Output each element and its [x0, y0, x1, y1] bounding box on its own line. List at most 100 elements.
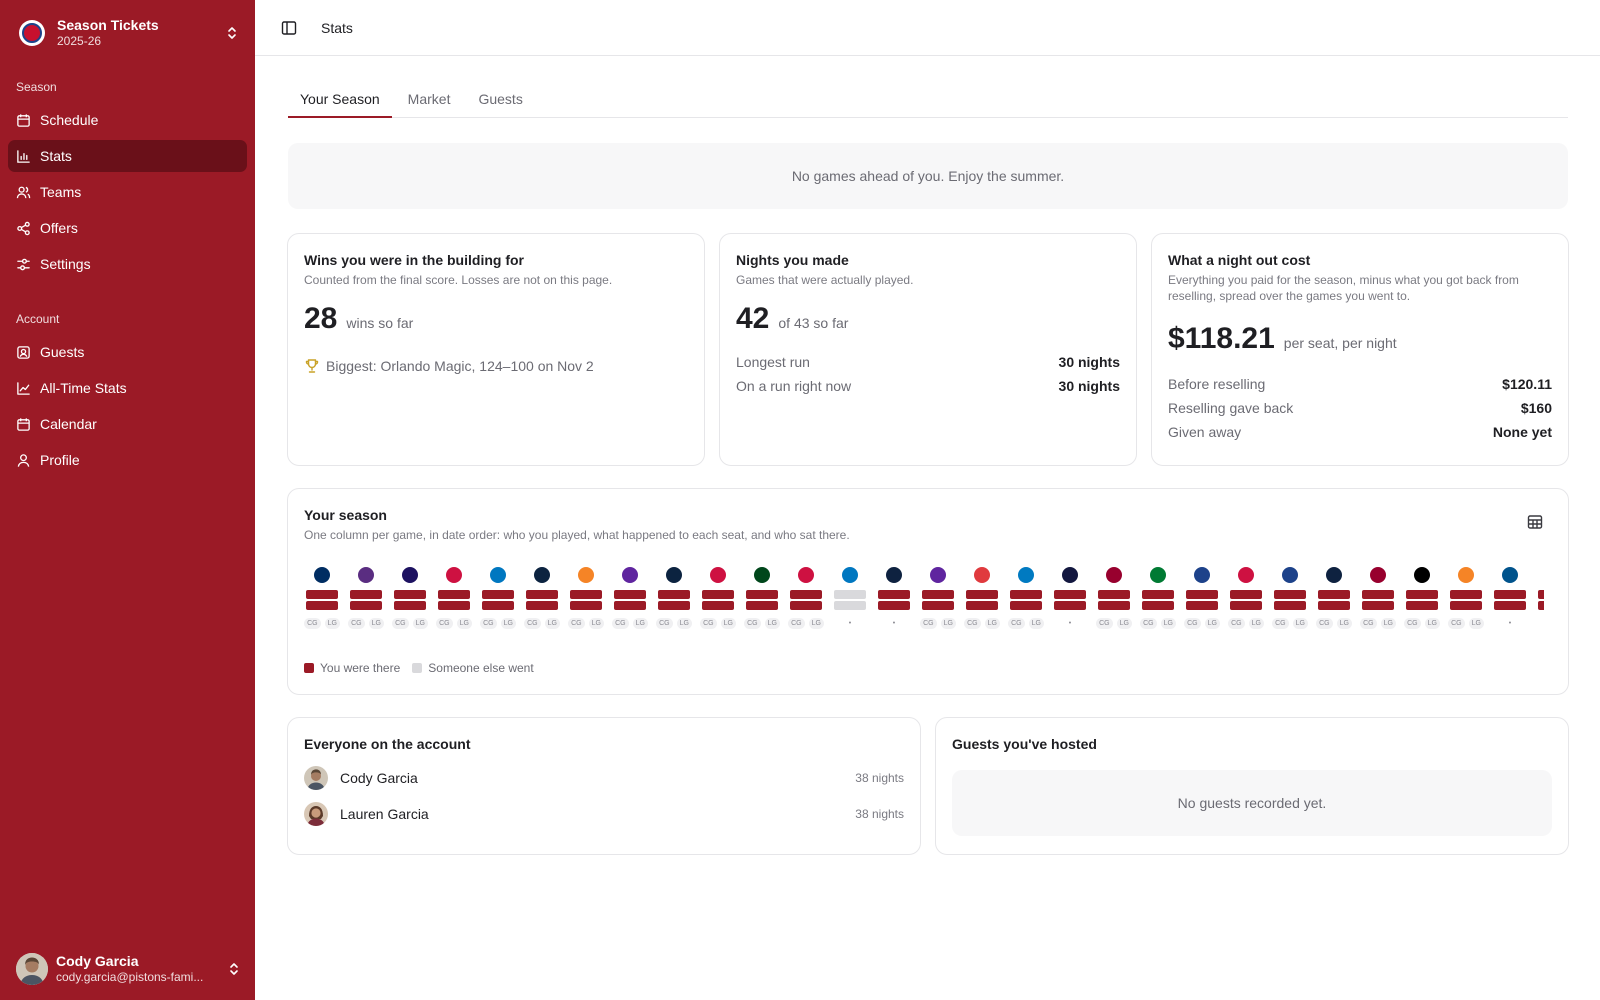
user-menu[interactable]: Cody Garcia cody.garcia@pistons-fami... [16, 952, 244, 986]
game-column[interactable]: CG LG [1316, 567, 1352, 629]
tab-market[interactable]: Market [407, 91, 451, 107]
seat-holder-tag: CG [1184, 618, 1201, 629]
game-column[interactable]: CG LG [656, 567, 692, 629]
seat-block [570, 601, 602, 610]
nights-count: 42 [736, 302, 770, 335]
sidebar-item-stats[interactable]: Stats [8, 140, 247, 172]
guests-hosted-card: Guests you've hosted No guests recorded … [935, 717, 1569, 855]
seat-block [922, 590, 954, 599]
game-column[interactable]: CG LG [1404, 567, 1440, 629]
sidebar-item-calendar[interactable]: Calendar [8, 408, 247, 440]
game-column[interactable]: • [1492, 567, 1528, 629]
game-column[interactable]: CG LG [788, 567, 824, 629]
stat-row: Longest run 30 nights [736, 350, 1120, 374]
game-column[interactable]: CG LG [392, 567, 428, 629]
sidebar-item-label: Settings [40, 256, 91, 272]
sidebar-item-profile[interactable]: Profile [8, 444, 247, 476]
game-column[interactable]: CG LG [964, 567, 1000, 629]
season-switcher[interactable]: Season Tickets 2025-26 [14, 14, 242, 52]
seat-holder-tag: LG [632, 618, 648, 629]
stat-label: Given away [1168, 424, 1242, 440]
game-column[interactable]: CG LG [744, 567, 780, 629]
person-nights: 38 nights [855, 771, 904, 785]
seat-block [1494, 590, 1526, 599]
sidebar-item-guests[interactable]: Guests [8, 336, 247, 368]
game-column[interactable]: CG LG [1096, 567, 1132, 629]
stat-label: Reselling gave back [1168, 400, 1294, 416]
seat-block [394, 590, 426, 599]
sidebar-item-offers[interactable]: Offers [8, 212, 247, 244]
sidebar-item-teams[interactable]: Teams [8, 176, 247, 208]
seat-holder-tag: CG [304, 618, 321, 629]
game-column[interactable]: CG LG [1360, 567, 1396, 629]
seat-block [878, 590, 910, 599]
section-label-season: Season [16, 80, 57, 94]
seat-block [1010, 601, 1042, 610]
sidebar-item-settings[interactable]: Settings [8, 248, 247, 280]
team-logo-icon [1282, 567, 1298, 583]
person-name: Lauren Garcia [340, 806, 429, 822]
game-column[interactable]: • [1052, 567, 1088, 629]
sidebar-toggle-button[interactable] [275, 14, 303, 42]
game-column[interactable]: • [832, 567, 868, 629]
sidebar-item-schedule[interactable]: Schedule [8, 104, 247, 136]
game-column[interactable]: CG LG [1140, 567, 1176, 629]
tab-your-season[interactable]: Your Season [288, 84, 392, 118]
team-logo-icon [1194, 567, 1210, 583]
seat-block [1538, 590, 1544, 599]
game-column[interactable]: CG LG [920, 567, 956, 629]
seat-holder-tag: CG [744, 618, 761, 629]
seat-holder-tag: CG [1404, 618, 1421, 629]
game-column[interactable]: CG LG [524, 567, 560, 629]
game-column[interactable]: CG LG [348, 567, 384, 629]
seat-block [746, 590, 778, 599]
game-column[interactable]: CG LG [612, 567, 648, 629]
seat-block [1406, 601, 1438, 610]
team-logo-icon [578, 567, 594, 583]
game-column[interactable]: CG LG [1272, 567, 1308, 629]
person-name: Cody Garcia [340, 770, 418, 786]
game-column[interactable]: CG LG [568, 567, 604, 629]
table-icon [1527, 515, 1543, 529]
game-column[interactable]: CG LG [436, 567, 472, 629]
seat-block [790, 601, 822, 610]
seat-block [1406, 590, 1438, 599]
sidebar-item-label: Guests [40, 344, 85, 360]
game-column[interactable]: CG LG [1448, 567, 1484, 629]
game-column[interactable]: CG LG [700, 567, 736, 629]
seat-block [1142, 590, 1174, 599]
game-column[interactable]: CG LG [1184, 567, 1220, 629]
team-logo-icon [1238, 567, 1254, 583]
game-column[interactable]: CG LG [1228, 567, 1264, 629]
tab-guests[interactable]: Guests [478, 91, 523, 107]
game-column[interactable]: CG LG [1008, 567, 1044, 629]
seat-block [1010, 590, 1042, 599]
person-row[interactable]: Cody Garcia 38 nights [304, 760, 904, 796]
card-title: Guests you've hosted [952, 736, 1097, 752]
team-logo-icon [666, 567, 682, 583]
sidebar-item-all-time-stats[interactable]: All-Time Stats [8, 372, 247, 404]
tab-bar: Your Season Market Guests [288, 84, 1568, 118]
seat-block [526, 601, 558, 610]
game-column[interactable]: • [876, 567, 912, 629]
seat-holder-tag: CG [788, 618, 805, 629]
cost-per-night: $118.21 [1168, 322, 1275, 355]
stat-row: Before reselling $120.11 [1168, 372, 1552, 396]
seat-holder-tag: LG [1424, 618, 1440, 629]
person-row[interactable]: Lauren Garcia 38 nights [304, 796, 904, 832]
seat-block [438, 590, 470, 599]
game-column[interactable]: CG LG [304, 567, 340, 629]
seat-block [306, 590, 338, 599]
person-nights: 38 nights [855, 807, 904, 821]
topbar: Stats [255, 0, 1600, 56]
game-column[interactable]: CG [1536, 567, 1544, 629]
game-column[interactable]: CG LG [480, 567, 516, 629]
seat-holder-tag: CG [436, 618, 453, 629]
team-logo-icon [1062, 567, 1078, 583]
team-logo-icon [19, 20, 45, 46]
seat-holder-tag: LG [412, 618, 428, 629]
stat-value: None yet [1492, 424, 1552, 440]
seat-holder-tag: CG [1272, 618, 1289, 629]
avatar [304, 802, 328, 826]
table-view-button[interactable] [1524, 511, 1546, 533]
